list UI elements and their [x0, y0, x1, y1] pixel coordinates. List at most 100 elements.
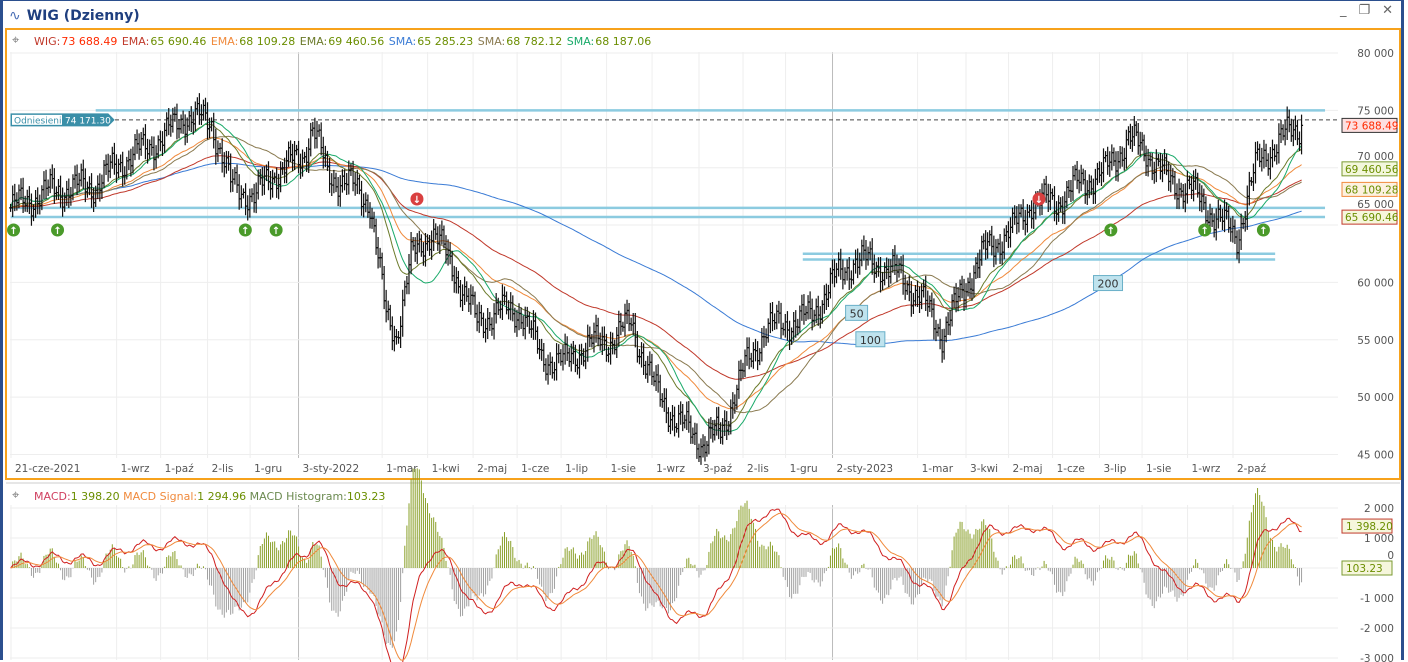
price-bar [695, 423, 699, 459]
price-bar [181, 110, 185, 134]
price-bar [1118, 146, 1122, 169]
price-bar [1142, 134, 1146, 162]
price-bar [841, 259, 845, 290]
price-bar [237, 174, 241, 210]
price-bar [1273, 144, 1277, 162]
price-bar [467, 288, 471, 312]
x-tick-label: 1-cze [521, 463, 549, 475]
price-bar [1083, 170, 1087, 204]
price-bar [625, 299, 629, 324]
legend-ema3-value: 69 460.56 [328, 35, 385, 48]
price-bar [490, 317, 494, 336]
price-bar [262, 166, 266, 195]
macd-y-tick-label: 2 000 [1364, 503, 1394, 515]
price-bar [808, 291, 812, 320]
price-bar [1194, 168, 1198, 190]
price-bar [430, 230, 434, 260]
price-bar [141, 127, 145, 146]
price-bar [617, 310, 621, 347]
price-bar [208, 117, 212, 139]
price-bar [336, 176, 340, 207]
price-bar [216, 140, 220, 163]
price-bar [966, 277, 970, 297]
price-bar [1262, 139, 1266, 169]
price-bar [169, 114, 173, 137]
price-bar [619, 312, 623, 336]
price-bar [785, 311, 789, 341]
x-tick-label: 1-gru [254, 463, 282, 475]
y-tick-label: 80 000 [1357, 48, 1394, 60]
price-bar [1061, 196, 1065, 224]
price-bar [1067, 180, 1071, 198]
price-bar [135, 129, 139, 154]
price-bar [968, 272, 972, 299]
price-bar [108, 155, 112, 179]
price-bar [800, 294, 804, 321]
price-bar [332, 169, 336, 194]
price-bar [469, 284, 473, 315]
price-bar [1071, 166, 1075, 201]
price-bar [61, 187, 65, 217]
price-bar [79, 163, 83, 187]
buy-signal-icon [238, 223, 252, 237]
price-bar [131, 146, 135, 174]
price-bar [179, 114, 183, 134]
price-bar [911, 292, 915, 315]
restore-button[interactable]: ❐ [1358, 3, 1371, 18]
price-bar [548, 352, 552, 376]
x-tick-label: 21-cze-2021 [15, 463, 80, 475]
price-bar [1169, 165, 1173, 193]
macd-histogram-value: 103.23 [346, 490, 386, 503]
price-bar [544, 358, 548, 381]
price-bar [751, 342, 755, 369]
legend-ema1-value: 65 690.46 [150, 35, 207, 48]
price-bar [486, 308, 490, 340]
price-bar [401, 289, 405, 337]
price-bar [374, 218, 378, 255]
price-bar [1110, 144, 1114, 171]
legend-ema2-value: 68 109.28 [239, 35, 296, 48]
legend-sma2-value: 68 782.12 [506, 35, 563, 48]
price-bar [117, 158, 121, 179]
price-bar [137, 133, 141, 160]
close-button[interactable]: ✕ [1382, 3, 1393, 18]
price-bar [158, 130, 162, 152]
down-arrow-icon: ↓ [1035, 195, 1043, 206]
price-bar [419, 234, 423, 257]
price-bar [1081, 168, 1085, 185]
price-bar [623, 303, 627, 337]
macd-move-handle-icon[interactable]: ⌖ [12, 488, 20, 503]
price-bar [1093, 168, 1097, 204]
price-bar [771, 301, 775, 332]
price-bar [768, 302, 772, 334]
price-bar [779, 302, 783, 339]
price-bar [244, 183, 248, 216]
price-bar [633, 312, 637, 348]
price-bar [311, 121, 315, 137]
price-bar [960, 275, 964, 299]
x-tick-label: 2-lis [747, 463, 769, 475]
price-bar [1124, 129, 1128, 169]
price-bar [715, 407, 719, 436]
price-bar [110, 146, 114, 169]
price-bar [1099, 162, 1103, 186]
price-bar [1239, 213, 1243, 250]
macd-histogram-label: MACD Histogram: [249, 490, 347, 503]
price-bar [1266, 153, 1270, 176]
price-bar [1104, 151, 1108, 163]
price-bar [671, 405, 675, 431]
price-bar [561, 344, 565, 371]
price-bar [463, 276, 467, 305]
price-bar [1138, 131, 1142, 157]
price-bar [858, 252, 862, 275]
price-bar [479, 304, 483, 327]
move-handle-icon[interactable]: ⌖ [12, 33, 20, 48]
price-bar [1030, 200, 1034, 229]
price-bar [275, 167, 279, 198]
price-bar [48, 168, 52, 194]
price-bar [388, 304, 392, 331]
price-bar [749, 352, 753, 368]
minimize-button[interactable]: _ [1339, 3, 1347, 18]
x-tick-label: 1-wrz [121, 463, 150, 475]
